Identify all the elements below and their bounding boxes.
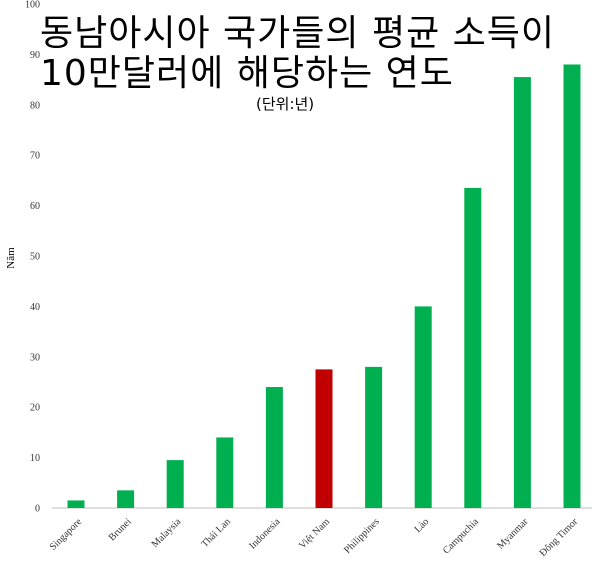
y-axis-label: Năm: [5, 247, 17, 269]
x-tick-label: Brunei: [107, 516, 134, 543]
x-tick-label: Myanmar: [495, 516, 531, 552]
chart-subtitle: (단위:년): [256, 95, 315, 113]
bar-8: [464, 187, 482, 508]
y-tick-label: 60: [30, 201, 40, 212]
x-tick-label: Philippines: [342, 516, 382, 556]
bar-2: [166, 460, 184, 508]
bar-1: [117, 490, 135, 508]
y-tick-label: 80: [30, 100, 40, 111]
x-tick-label: Thái Lan: [199, 516, 232, 549]
x-tick-label: Indonesia: [247, 516, 283, 552]
y-tick-label: 70: [30, 151, 40, 162]
x-tick-label: Malaysia: [150, 516, 184, 550]
bar-9: [513, 77, 531, 508]
y-tick-label: 20: [30, 403, 40, 414]
x-tick-label: Campuchia: [441, 516, 481, 556]
axis-layer: 0 10 20 30 40 50 60 70 80 90 100: [25, 0, 592, 515]
y-tick-label: 90: [30, 50, 40, 61]
bar-4: [265, 387, 283, 508]
y-tick-label: 50: [30, 252, 40, 263]
bar-7: [414, 306, 432, 508]
bar-6: [365, 366, 383, 508]
bar-0: [67, 500, 85, 508]
chart-title-line-2: 10만달러에 해당하는 연도: [40, 53, 454, 94]
y-tick-label: 10: [30, 453, 40, 464]
bars-layer: [67, 64, 581, 508]
bar-5: [315, 369, 333, 508]
y-tick-label: 0: [35, 504, 40, 515]
x-tick-label: Singapore: [48, 516, 85, 553]
bar-3: [216, 437, 234, 508]
y-tick-label: 40: [30, 302, 40, 313]
category-labels-layer: Singapore Brunei Malaysia Thái Lan Indonesia…: [48, 516, 581, 559]
x-tick-label: Đông Timor: [538, 516, 581, 559]
x-tick-label: Lào: [413, 516, 432, 535]
bar-10: [563, 64, 581, 508]
x-tick-label: Việt Nam: [297, 516, 332, 551]
chart-title-line-1: 동남아시아 국가들의 평균 소득이: [40, 13, 556, 54]
y-tick-label: 30: [30, 352, 40, 363]
y-tick-label: 100: [25, 0, 40, 11]
